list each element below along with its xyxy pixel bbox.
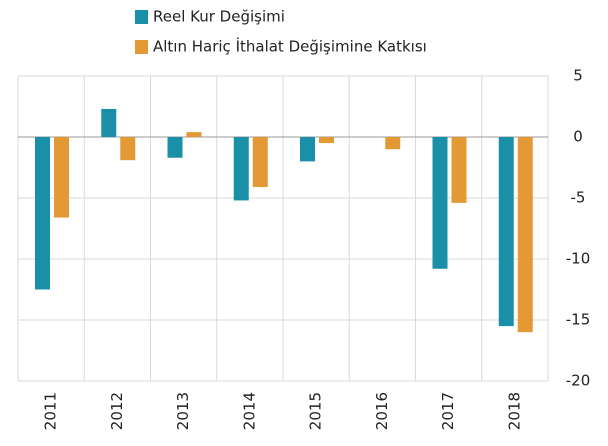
legend-swatch <box>135 10 148 24</box>
x-tick-label: 2017 <box>439 392 457 430</box>
bar <box>252 137 268 188</box>
legend-swatch <box>135 40 148 54</box>
legend-label: Reel Kur Değişimi <box>153 8 285 26</box>
x-tick-label: 2016 <box>373 392 391 430</box>
x-tick-label: 2011 <box>42 392 60 430</box>
x-tick-label: 2014 <box>240 392 258 430</box>
x-tick-label: 2015 <box>307 392 325 430</box>
y-tick-label: -20 <box>566 372 591 390</box>
x-tick-label: 2012 <box>108 392 126 430</box>
bar <box>300 137 315 162</box>
y-tick-label: -15 <box>566 311 591 329</box>
bar <box>498 137 514 327</box>
bar <box>186 132 202 137</box>
x-tick-label: 2013 <box>174 392 192 430</box>
bar <box>35 137 50 290</box>
bar <box>319 137 334 144</box>
legend-label: Altın Hariç İthalat Değişimine Katkısı <box>153 37 427 56</box>
bar <box>167 137 183 158</box>
bar <box>120 137 136 161</box>
bar <box>54 137 69 218</box>
bar <box>517 137 533 333</box>
bar <box>451 137 467 203</box>
bar <box>432 137 448 269</box>
y-tick-label: 5 <box>573 67 583 85</box>
bar <box>101 108 117 137</box>
bar <box>385 137 401 150</box>
x-tick-label: 2018 <box>505 392 523 430</box>
y-tick-label: 0 <box>573 128 583 146</box>
y-tick-label: -10 <box>566 250 591 268</box>
bar <box>233 137 249 201</box>
y-tick-label: -5 <box>571 189 586 207</box>
